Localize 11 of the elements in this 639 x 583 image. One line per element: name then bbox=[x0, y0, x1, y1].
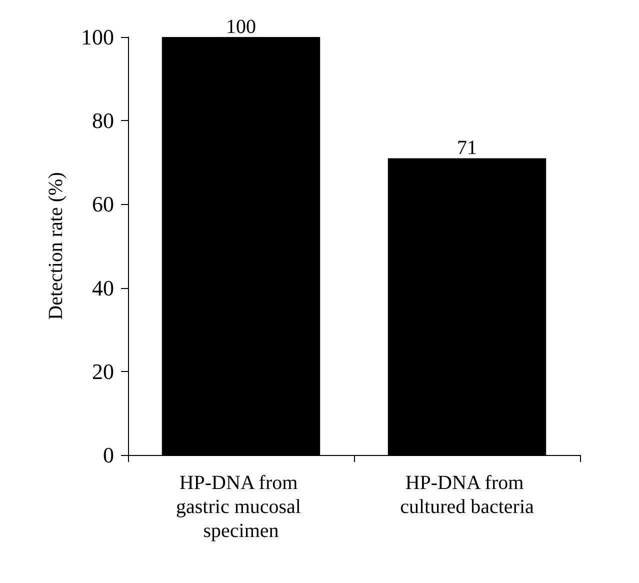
y-tick-label: 80 bbox=[92, 108, 114, 134]
x-tick-label: HP-DNA from gastric mucosal specimen bbox=[176, 472, 306, 542]
x-tick-label: HP-DNA from cultured bacteria bbox=[400, 472, 534, 518]
y-tick-label: 100 bbox=[81, 24, 114, 50]
y-axis-title: Detection rate (%) bbox=[45, 172, 67, 320]
y-tick-label: 0 bbox=[103, 442, 114, 468]
data-label: 71 bbox=[457, 137, 477, 160]
y-tick-label: 40 bbox=[92, 275, 114, 300]
y-tick-label: 20 bbox=[92, 358, 114, 384]
y-tick-label: 60 bbox=[92, 192, 114, 217]
data-label: 100 bbox=[226, 16, 256, 38]
